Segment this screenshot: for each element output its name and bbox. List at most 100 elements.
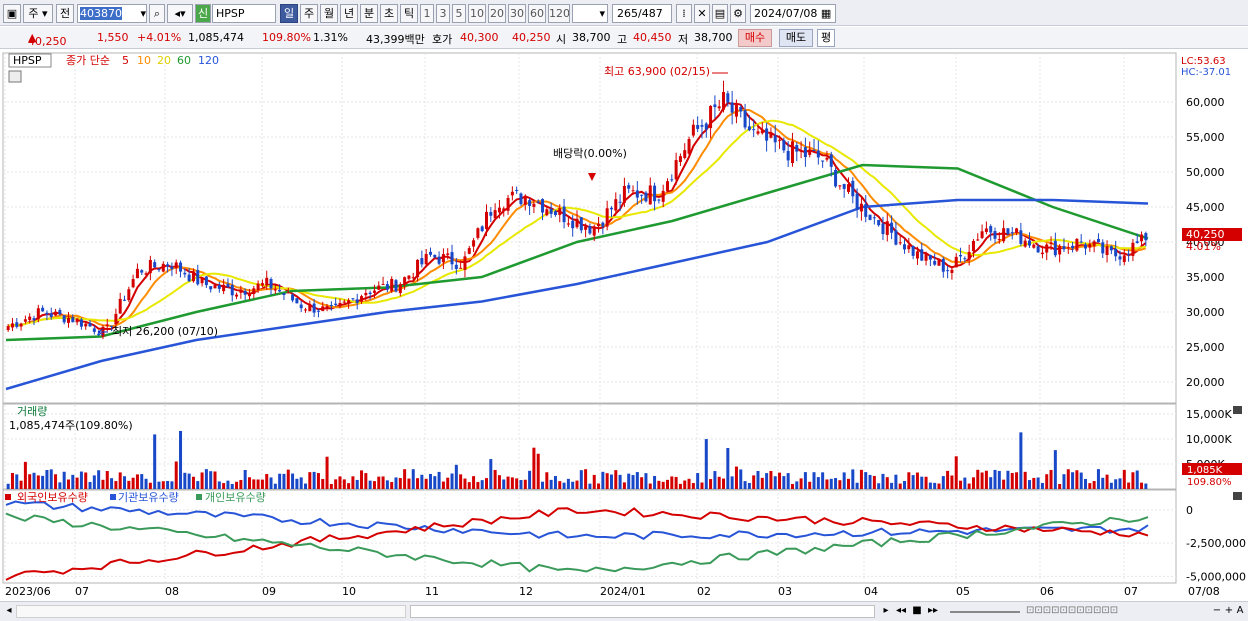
period-week[interactable]: 주 [300, 4, 318, 23]
volume-bar [222, 483, 226, 489]
stock-code-input[interactable]: 403870 ▾ [77, 4, 147, 23]
period-tick[interactable]: 틱 [400, 4, 418, 23]
volume-bar [23, 461, 27, 489]
rewind-icon[interactable]: ◂◂ [895, 605, 907, 616]
volume-bar [1088, 483, 1092, 489]
x-tick-label: 12 [519, 585, 533, 598]
candle-body [312, 303, 316, 313]
volume-bar [398, 478, 402, 489]
volume-bar [864, 472, 868, 489]
candle-body [463, 256, 467, 270]
grid-icon[interactable]: ⁞ [676, 4, 692, 23]
data-count-field[interactable]: 265/487 [612, 4, 672, 23]
forward-icon[interactable]: ▸▸ [927, 605, 939, 616]
unit-1[interactable]: 1 [420, 4, 434, 23]
save-icon[interactable]: ▤ [712, 4, 728, 23]
period-second[interactable]: 초 [380, 4, 398, 23]
search-icon[interactable]: ⌕ [149, 4, 165, 23]
period-month[interactable]: 월 [320, 4, 338, 23]
unit-30[interactable]: 30 [508, 4, 526, 23]
lc-label: LC:53.63 [1181, 56, 1226, 67]
volume-bar [1135, 470, 1139, 489]
stop-icon[interactable]: ■ [912, 605, 922, 616]
zoom-slider[interactable] [950, 611, 1020, 613]
custom-unit-dropdown[interactable]: ▾ [572, 4, 608, 23]
zoom-in-icon[interactable]: + [1224, 605, 1234, 616]
unit-3[interactable]: 3 [436, 4, 450, 23]
market-dropdown[interactable]: 주 ▾ [23, 4, 53, 23]
calculator-icon[interactable] [8, 70, 22, 83]
period-day[interactable]: 일 [280, 4, 298, 23]
volume-bar [946, 470, 950, 489]
volume-bar [45, 469, 49, 489]
candle-body [984, 228, 988, 232]
volume-bar [536, 453, 540, 489]
period-minute[interactable]: 분 [360, 4, 378, 23]
volume-bar [950, 475, 954, 489]
average-button[interactable]: 평 [817, 29, 835, 47]
speaker-icon[interactable]: ◂▾ [167, 4, 193, 23]
volume-bar [368, 480, 372, 489]
x-tick-label: 07/08 [1188, 585, 1220, 598]
holdings-panel-close-icon[interactable] [1233, 492, 1242, 500]
volume-bar [562, 482, 566, 489]
volume-bar [773, 476, 777, 489]
buy-button[interactable]: 매수 [738, 29, 772, 47]
unit-10[interactable]: 10 [468, 4, 486, 23]
price-y-tick: 50,000 [1186, 166, 1225, 179]
chart-svg[interactable]: 2023/06 07 08 09 10 11 12 2024/01 02 03 04 05 06 07 07… [0, 51, 1248, 601]
volume-bar [239, 479, 243, 489]
volume-bar [446, 477, 450, 489]
layout-icon[interactable]: ▣ [3, 4, 21, 23]
volume-bar [704, 439, 708, 489]
candle-body [769, 132, 773, 138]
candle-body [915, 251, 919, 259]
code-label-box[interactable] [8, 53, 52, 68]
candle-body [118, 298, 122, 314]
volume-bar [1122, 469, 1126, 489]
settings-icon[interactable]: ⚙ [730, 4, 746, 23]
candle-body [183, 272, 187, 275]
volume-panel-close-icon[interactable] [1233, 406, 1242, 414]
candle-body [967, 251, 971, 260]
dividend-annotation: 배당락(0.00%) [553, 147, 627, 160]
unit-60[interactable]: 60 [528, 4, 546, 23]
volume-bar [519, 480, 523, 489]
candle-body [485, 211, 489, 230]
volume-bar [601, 471, 605, 489]
prev-button[interactable]: 전 [56, 4, 74, 23]
scroll-right-icon[interactable]: ▸ [883, 605, 889, 616]
x-tick-label: 04 [864, 585, 878, 598]
unit-5[interactable]: 5 [452, 4, 466, 23]
scroll-track[interactable] [16, 605, 406, 618]
scroll-left-icon[interactable]: ◂ [6, 605, 12, 616]
retail-legend: 개인보유수량 [205, 491, 266, 504]
chart-canvas[interactable]: 2023/06 07 08 09 10 11 12 2024/01 02 03 04 05 06 07 07… [0, 51, 1248, 601]
candle-body [66, 318, 70, 323]
volume-bar [566, 478, 570, 489]
crosshair-icon[interactable]: ✕ [694, 4, 710, 23]
volume-bar [1075, 470, 1079, 489]
candle-body [10, 323, 14, 328]
volume-bar [549, 479, 553, 489]
candle-body [71, 317, 75, 323]
volume-bar [372, 481, 376, 489]
volume-current-pct: 109.80% [1187, 477, 1232, 488]
period-year[interactable]: 년 [340, 4, 358, 23]
date-picker[interactable]: 2024/07/08 ▦ [750, 4, 836, 23]
scroll-thumb[interactable] [410, 605, 875, 618]
zoom-out-icon[interactable]: − [1212, 605, 1222, 616]
unit-120[interactable]: 120 [548, 4, 570, 23]
unit-20[interactable]: 20 [488, 4, 506, 23]
auto-icon[interactable]: A [1236, 605, 1244, 616]
volume-bar [170, 481, 174, 489]
candle-body [640, 194, 644, 196]
sell-button[interactable]: 매도 [779, 29, 813, 47]
volume-bar [993, 469, 997, 489]
candle-body [123, 299, 127, 301]
stock-name-field[interactable]: HPSP [212, 4, 276, 23]
candle-body [247, 294, 251, 297]
candle-body [1049, 242, 1053, 245]
drawing-tools-icons[interactable]: ⊡⊡⊡⊡⊡⊡⊡⊡⊡⊡⊡ [1026, 605, 1119, 616]
volume-bar [592, 474, 596, 489]
